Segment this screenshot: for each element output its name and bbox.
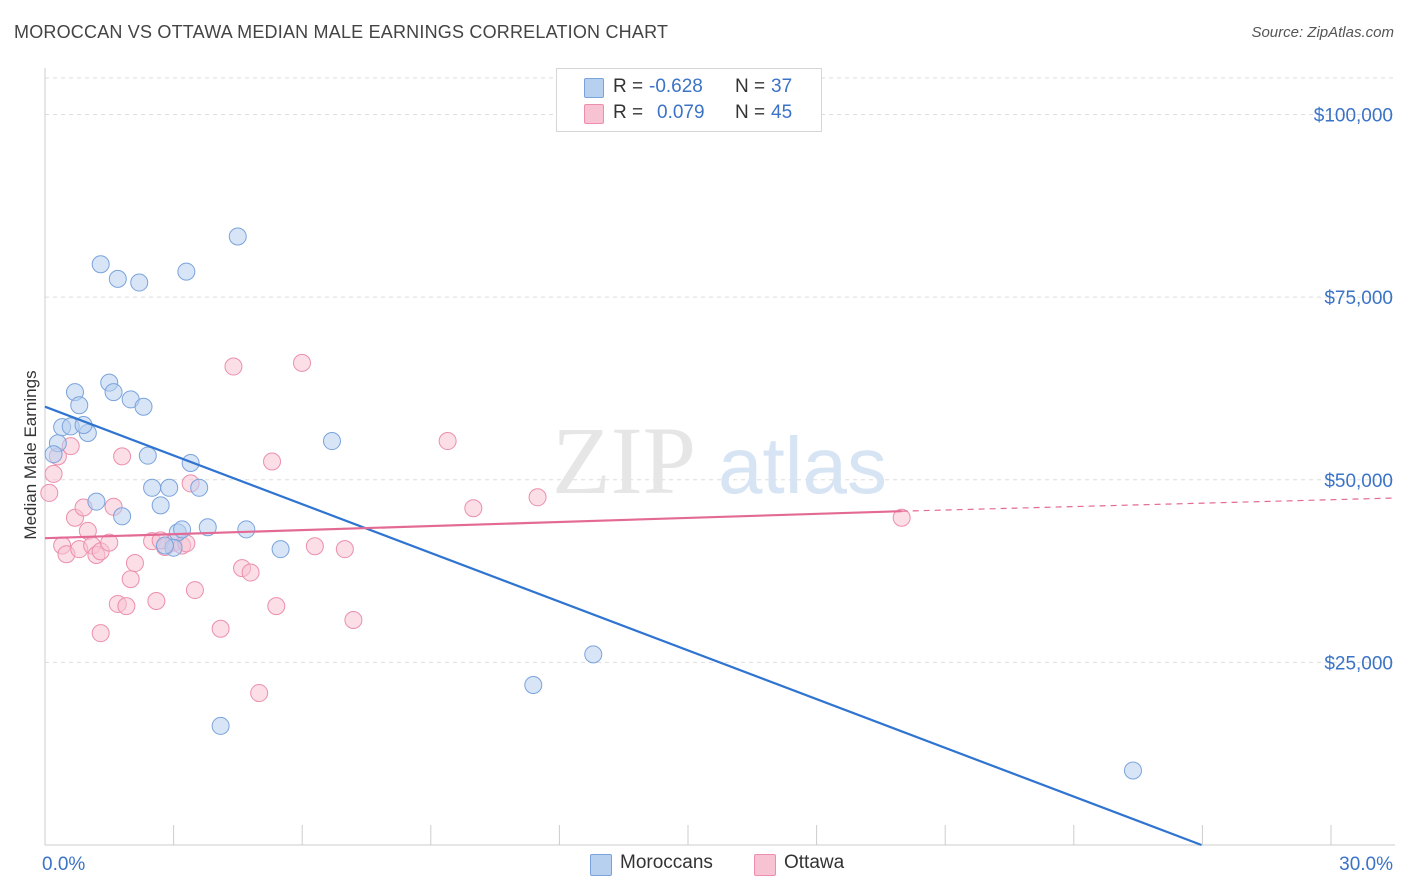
ottawa-point	[344, 611, 363, 630]
legend-n-value: 45	[771, 102, 793, 123]
source-label: Source: ZipAtlas.com	[1251, 24, 1394, 41]
x-tick-label-max: 30.0%	[1339, 854, 1393, 875]
ottawa-point	[121, 570, 140, 589]
ottawa-point	[117, 597, 136, 616]
moroccans-point	[108, 269, 127, 288]
moroccans-point	[190, 478, 209, 497]
moroccans-point	[138, 446, 157, 465]
legend-n-label: N =	[735, 102, 766, 123]
moroccans-point	[211, 716, 230, 735]
legend-n-value: 37	[771, 76, 793, 97]
legend-r-value: -0.628	[649, 76, 703, 97]
moroccans-point	[134, 397, 153, 416]
ottawa-point	[147, 592, 166, 611]
axes	[44, 68, 1395, 846]
bottom-legend-label: Moroccans	[620, 852, 713, 873]
ottawa-point	[113, 447, 132, 466]
moroccans-trend-line	[44, 405, 1202, 847]
moroccans-point	[44, 445, 63, 464]
ottawa-point	[335, 540, 354, 559]
zipatlas-watermark: ZIP atlas	[552, 407, 887, 514]
ottawa-point	[125, 554, 144, 573]
trend-lines	[44, 405, 1396, 847]
moroccans-point	[237, 520, 256, 539]
y-tick-label: $100,000	[1314, 106, 1393, 127]
moroccans-points	[44, 227, 1142, 780]
moroccans-point	[160, 478, 179, 497]
x-tick-label-min: 0.0%	[42, 854, 85, 875]
ottawa-point	[241, 563, 260, 582]
moroccans-point	[87, 492, 106, 511]
moroccans-point	[524, 676, 543, 695]
ottawa-point	[305, 537, 324, 556]
legend-swatch-moroccans	[584, 78, 604, 98]
legend-row-moroccans: R = -0.628 N = 37	[557, 75, 821, 101]
ottawa-trend-extension	[901, 497, 1396, 512]
legend-row-ottawa: R = 0.079 N = 45	[557, 101, 821, 127]
tick-labels: $25,000 $50,000 $75,000 $100,000 0.0% 30.0%	[42, 106, 1393, 875]
ottawa-point	[224, 357, 243, 376]
ottawa-point	[438, 432, 457, 451]
bottom-legend-swatch-ottawa	[754, 854, 776, 876]
legend-r-value: 0.079	[657, 102, 705, 123]
watermark-zip: ZIP	[552, 407, 696, 514]
watermark-atlas: atlas	[718, 421, 887, 510]
correlation-legend: R = -0.628 N = 37 R = 0.079 N = 45	[556, 68, 822, 132]
moroccans-point	[173, 520, 192, 539]
moroccans-point	[322, 432, 341, 451]
legend-n-label: N =	[735, 76, 766, 97]
legend-r-label: R =	[613, 102, 644, 123]
ottawa-point	[464, 499, 483, 518]
moroccans-point	[130, 273, 149, 292]
moroccans-point	[228, 227, 247, 246]
bottom-legend-swatch-moroccans	[590, 854, 612, 876]
ottawa-point	[250, 684, 269, 703]
y-tick-label: $25,000	[1324, 653, 1393, 674]
moroccans-point	[198, 518, 217, 537]
y-tick-label: $50,000	[1324, 471, 1393, 492]
ottawa-point	[263, 452, 282, 471]
moroccans-point	[104, 383, 123, 402]
ottawa-point	[528, 488, 547, 507]
ottawa-point	[293, 353, 311, 372]
ottawa-point	[100, 533, 119, 552]
legend-swatch-ottawa	[584, 104, 604, 124]
ottawa-points	[40, 353, 911, 703]
moroccans-point	[143, 478, 162, 497]
moroccans-point	[155, 536, 174, 555]
y-axis-label: Median Male Earnings	[21, 370, 40, 539]
moroccans-point	[584, 645, 603, 664]
ottawa-point	[211, 619, 230, 638]
ottawa-trend-line	[44, 510, 902, 540]
ottawa-point	[892, 508, 911, 527]
moroccans-point	[70, 396, 89, 415]
chart-title: MOROCCAN VS OTTAWA MEDIAN MALE EARNINGS …	[14, 22, 669, 42]
ottawa-point	[185, 581, 204, 600]
moroccans-point	[151, 496, 170, 515]
moroccans-point	[271, 540, 290, 559]
moroccans-point	[177, 262, 196, 281]
legend-r-label: R =	[613, 76, 644, 97]
ottawa-point	[267, 597, 286, 616]
moroccans-point	[113, 507, 132, 526]
bottom-legend-label: Ottawa	[784, 852, 845, 873]
moroccans-point	[1123, 761, 1142, 780]
ottawa-point	[44, 464, 63, 483]
y-tick-label: $75,000	[1324, 288, 1393, 309]
moroccans-point	[91, 255, 110, 274]
ottawa-point	[91, 624, 110, 643]
ottawa-point	[40, 483, 59, 502]
